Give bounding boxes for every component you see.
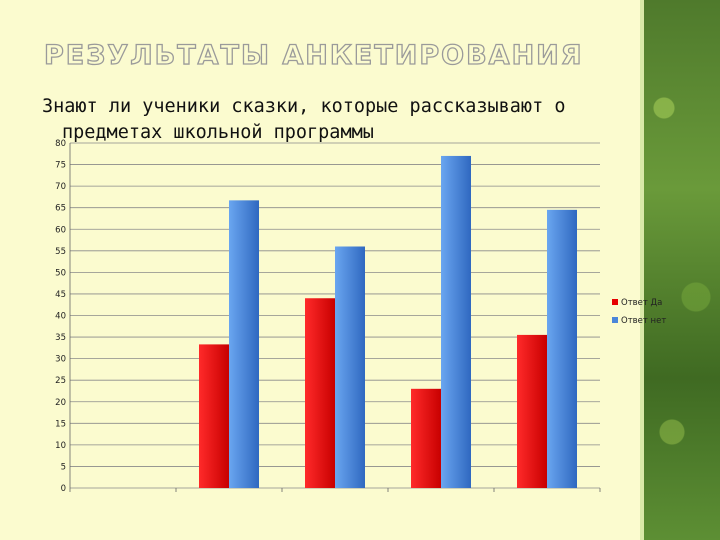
y-tick-label: 25 [55, 376, 66, 386]
y-tick-label: 0 [61, 484, 66, 494]
subtitle-line-2: предметах школьной программы [62, 122, 374, 143]
bar-no-3 [441, 155, 471, 488]
bar-yes-1 [199, 344, 229, 488]
y-tick-label: 15 [55, 419, 66, 429]
chart-subtitle: Знают ли ученики сказки, которые рассказ… [42, 94, 632, 146]
y-tick-label: 70 [55, 182, 66, 192]
legend-swatch-1 [612, 317, 618, 323]
legend-label-0: Ответ Да [621, 298, 662, 308]
bar-yes-4 [517, 334, 547, 488]
slide-title: РЕЗУЛЬТАТЫ АНКЕТИРОВАНИЯ [43, 39, 584, 71]
y-tick-label: 20 [55, 398, 66, 408]
y-tick-label: 60 [55, 225, 66, 235]
bar-no-1 [229, 200, 259, 488]
legend-label-1: Ответ нет [621, 316, 666, 326]
y-tick-label: 5 [61, 462, 66, 472]
bar-no-4 [547, 209, 577, 488]
y-tick-label: 35 [55, 333, 66, 343]
legend-swatch-0 [612, 299, 618, 305]
y-tick-label: 50 [55, 268, 66, 278]
bar-no-2 [335, 246, 365, 488]
decorative-side-bar [640, 0, 720, 540]
y-tick-label: 10 [55, 441, 66, 451]
bar-yes-3 [411, 388, 441, 488]
subtitle-line-1: Знают ли ученики сказки, которые рассказ… [42, 96, 566, 117]
bar-yes-2 [305, 298, 335, 488]
y-tick-label: 30 [55, 355, 66, 365]
y-tick-label: 80 [55, 139, 66, 149]
y-tick-label: 45 [55, 290, 66, 300]
y-tick-label: 65 [55, 204, 66, 214]
y-tick-label: 55 [55, 247, 66, 257]
y-tick-label: 75 [55, 161, 66, 171]
y-tick-label: 40 [55, 312, 66, 322]
